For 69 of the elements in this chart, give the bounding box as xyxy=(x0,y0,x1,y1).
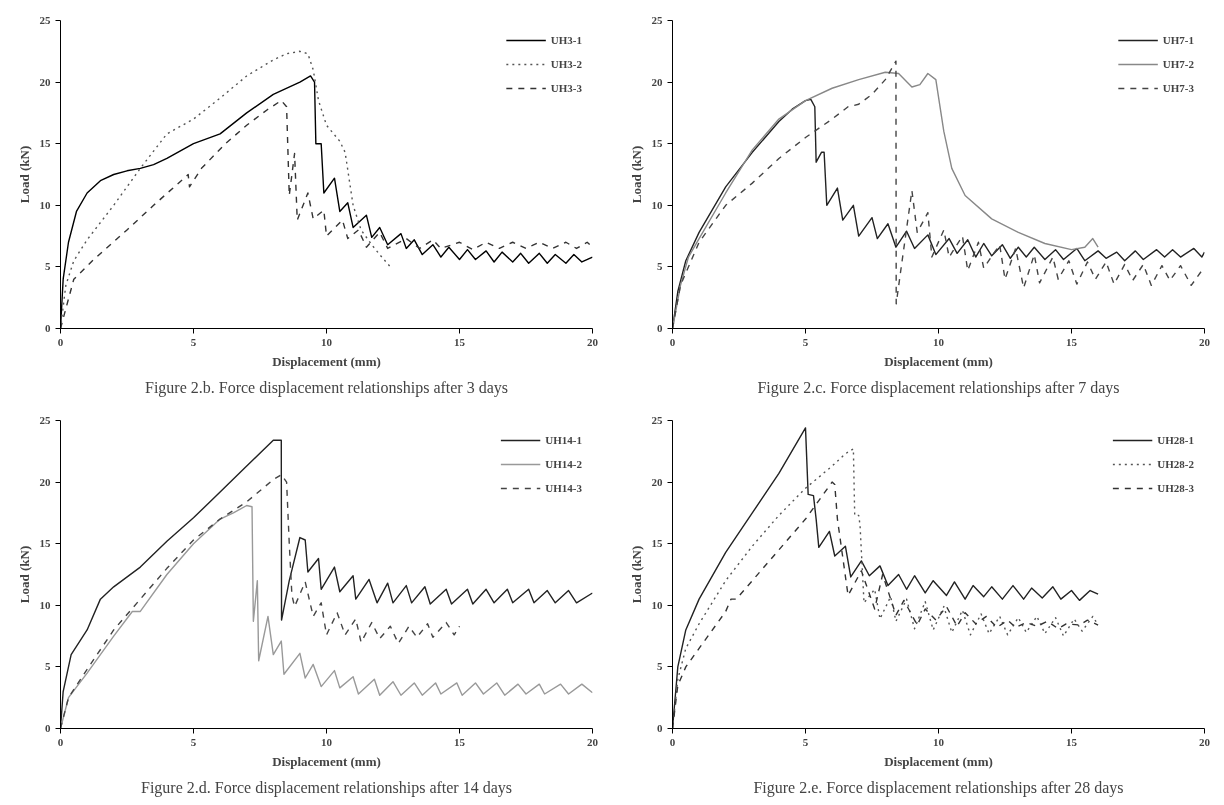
line-series xyxy=(60,474,461,729)
legend-label: UH14-1 xyxy=(545,434,582,446)
x-tick-label: 0 xyxy=(669,335,676,348)
x-tick-label: 10 xyxy=(321,735,333,748)
x-tick-label: 0 xyxy=(669,735,676,748)
y-tick-label: 25 xyxy=(651,414,663,426)
x-tick-label: 15 xyxy=(454,735,466,748)
x-tick-label: 10 xyxy=(933,335,945,348)
x-tick-label: 15 xyxy=(1066,735,1078,748)
legend-label: UH14-3 xyxy=(545,482,582,494)
y-tick-label: 0 xyxy=(45,722,51,734)
x-axis-title: Displacement (mm) xyxy=(884,353,993,369)
x-axis-title: Displacement (mm) xyxy=(272,753,381,769)
x-tick-label: 5 xyxy=(802,735,809,748)
y-tick-label: 10 xyxy=(39,598,51,611)
legend-label: UH14-2 xyxy=(545,458,582,470)
legend-label: UH28-3 xyxy=(1157,482,1194,494)
y-tick-label: 25 xyxy=(39,14,51,26)
caption: Figure 2.c. Force displacement relationships after 7 days xyxy=(757,378,1120,397)
y-tick-label: 5 xyxy=(45,260,51,273)
caption: Figure 2.e. Force displacement relationships after 28 days xyxy=(753,778,1124,797)
x-tick-label: 5 xyxy=(190,735,197,748)
legend-label: UH28-1 xyxy=(1157,434,1194,446)
y-tick-label: 20 xyxy=(39,75,51,88)
y-axis-title: Load (kN) xyxy=(628,545,644,604)
x-tick-label: 15 xyxy=(454,335,466,348)
y-tick-label: 0 xyxy=(657,322,663,334)
y-tick-label: 25 xyxy=(39,414,51,426)
legend-label: UH28-2 xyxy=(1157,458,1194,470)
legend-label: UH7-1 xyxy=(1162,34,1194,46)
y-tick-label: 5 xyxy=(657,660,663,673)
y-tick-label: 15 xyxy=(39,537,51,550)
x-tick-label: 20 xyxy=(1199,735,1211,748)
y-tick-label: 5 xyxy=(45,660,51,673)
x-tick-label: 15 xyxy=(1066,335,1078,348)
y-axis-title: Load (kN) xyxy=(628,145,644,204)
x-tick-label: 10 xyxy=(321,335,333,348)
y-tick-label: 10 xyxy=(39,198,51,211)
x-tick-label: 10 xyxy=(933,735,945,748)
y-tick-label: 10 xyxy=(651,198,663,211)
y-tick-label: 15 xyxy=(651,537,663,550)
y-tick-label: 15 xyxy=(39,137,51,150)
legend-label: UH3-1 xyxy=(550,34,582,46)
x-tick-label: 5 xyxy=(190,335,197,348)
caption: Figure 2.b. Force displacement relationships after 3 days xyxy=(144,378,509,397)
y-tick-label: 25 xyxy=(651,14,663,26)
y-tick-label: 20 xyxy=(651,75,663,88)
x-tick-label: 5 xyxy=(802,335,809,348)
legend-label: UH7-2 xyxy=(1162,58,1194,70)
legend-label: UH3-2 xyxy=(550,58,582,70)
y-tick-label: 20 xyxy=(39,475,51,488)
y-tick-label: 20 xyxy=(651,475,663,488)
y-tick-label: 15 xyxy=(651,137,663,150)
y-tick-label: 0 xyxy=(45,322,51,334)
x-axis-title: Displacement (mm) xyxy=(272,353,381,369)
x-tick-label: 20 xyxy=(587,735,599,748)
y-axis-title: Load (kN) xyxy=(16,145,32,204)
y-axis-title: Load (kN) xyxy=(16,545,32,604)
x-axis-title: Displacement (mm) xyxy=(884,753,993,769)
x-tick-label: 0 xyxy=(57,335,64,348)
y-tick-label: 10 xyxy=(651,598,663,611)
legend-label: UH3-3 xyxy=(550,82,582,94)
caption: Figure 2.d. Force displacement relationships after 14 days xyxy=(140,778,513,797)
x-tick-label: 20 xyxy=(1199,335,1211,348)
y-tick-label: 5 xyxy=(657,260,663,273)
y-tick-label: 0 xyxy=(657,722,663,734)
legend-label: UH7-3 xyxy=(1162,82,1194,94)
x-tick-label: 20 xyxy=(587,335,599,348)
x-tick-label: 0 xyxy=(57,735,64,748)
